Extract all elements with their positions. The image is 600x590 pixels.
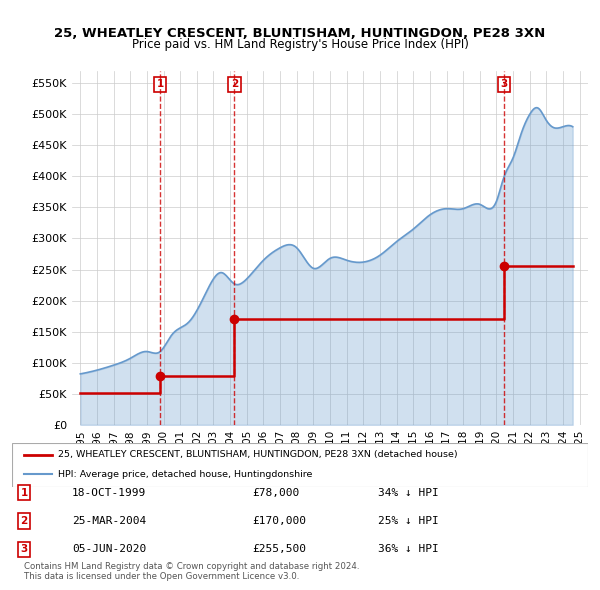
Text: £170,000: £170,000 [252, 516, 306, 526]
Text: 25% ↓ HPI: 25% ↓ HPI [378, 516, 439, 526]
Text: Contains HM Land Registry data © Crown copyright and database right 2024.
This d: Contains HM Land Registry data © Crown c… [24, 562, 359, 581]
Text: 25, WHEATLEY CRESCENT, BLUNTISHAM, HUNTINGDON, PE28 3XN: 25, WHEATLEY CRESCENT, BLUNTISHAM, HUNTI… [55, 27, 545, 40]
Text: 18-OCT-1999: 18-OCT-1999 [72, 488, 146, 497]
Text: 05-JUN-2020: 05-JUN-2020 [72, 545, 146, 554]
Text: 2: 2 [20, 516, 28, 526]
Text: 25-MAR-2004: 25-MAR-2004 [72, 516, 146, 526]
Text: 3: 3 [500, 80, 508, 90]
FancyBboxPatch shape [12, 442, 588, 487]
Text: 1: 1 [20, 488, 28, 497]
Text: 3: 3 [20, 545, 28, 554]
Text: 34% ↓ HPI: 34% ↓ HPI [378, 488, 439, 497]
Text: 2: 2 [230, 80, 238, 90]
Text: 1: 1 [157, 80, 164, 90]
Text: 36% ↓ HPI: 36% ↓ HPI [378, 545, 439, 554]
Text: £78,000: £78,000 [252, 488, 299, 497]
Text: HPI: Average price, detached house, Huntingdonshire: HPI: Average price, detached house, Hunt… [58, 470, 313, 479]
Text: 25, WHEATLEY CRESCENT, BLUNTISHAM, HUNTINGDON, PE28 3XN (detached house): 25, WHEATLEY CRESCENT, BLUNTISHAM, HUNTI… [58, 450, 458, 460]
Text: Price paid vs. HM Land Registry's House Price Index (HPI): Price paid vs. HM Land Registry's House … [131, 38, 469, 51]
Text: £255,500: £255,500 [252, 545, 306, 554]
